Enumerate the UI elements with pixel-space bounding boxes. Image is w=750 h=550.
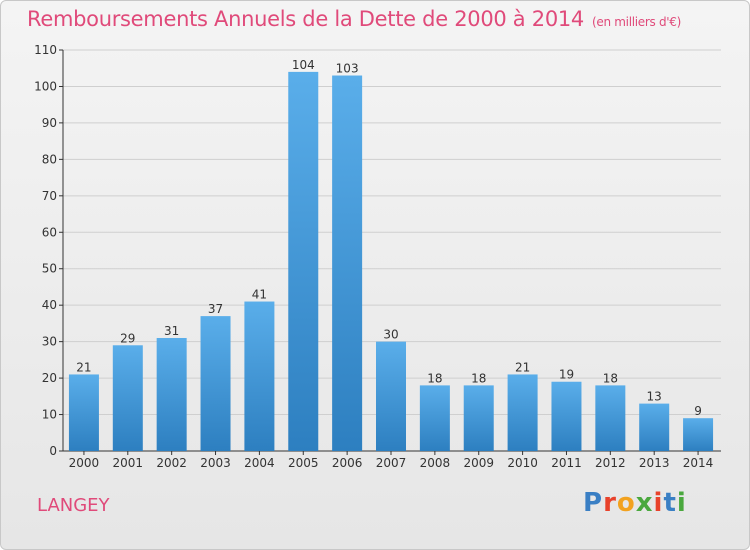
data-label: 103: [336, 62, 359, 76]
data-label: 21: [76, 360, 91, 374]
bar: [639, 403, 670, 451]
data-label: 41: [252, 288, 267, 302]
bar: [463, 385, 494, 451]
bar: [551, 381, 582, 451]
data-label: 18: [427, 371, 442, 385]
proxiti-logo[interactable]: Proxiti: [583, 488, 687, 518]
y-tick-label: 100: [34, 79, 57, 93]
x-tick-label: 2003: [200, 456, 231, 470]
y-tick-label: 80: [42, 152, 57, 166]
y-tick-label: 30: [42, 335, 57, 349]
logo-letter: o: [616, 488, 636, 518]
y-tick-label: 40: [42, 298, 57, 312]
data-label: 31: [164, 324, 179, 338]
chart-title-text: Remboursements Annuels de la Dette de 20…: [27, 7, 584, 31]
y-tick-label: 90: [42, 116, 57, 130]
data-label: 13: [647, 390, 662, 404]
bar: [200, 316, 231, 451]
y-tick-label: 110: [34, 43, 57, 57]
x-tick-label: 2012: [595, 456, 626, 470]
bar: [156, 337, 187, 451]
data-label: 29: [120, 331, 135, 345]
bar: [683, 418, 714, 451]
data-label: 18: [471, 371, 486, 385]
data-label: 30: [383, 328, 398, 342]
x-tick-label: 2007: [376, 456, 407, 470]
bar: [419, 385, 450, 451]
data-label: 21: [515, 360, 530, 374]
bar: [332, 75, 363, 451]
logo-letter: r: [603, 488, 617, 518]
bar: [68, 374, 99, 451]
bar: [376, 341, 406, 451]
commune-name: LANGEY: [37, 495, 110, 516]
chart-subtitle: (en milliers d'€): [592, 15, 682, 29]
x-tick-label: 2009: [463, 456, 494, 470]
data-label: 37: [208, 302, 223, 316]
logo-letter: i: [676, 488, 687, 518]
y-tick-label: 60: [42, 225, 57, 239]
x-tick-label: 2004: [244, 456, 275, 470]
y-tick-label: 10: [42, 408, 57, 422]
x-tick-label: 2002: [156, 456, 187, 470]
data-label: 19: [559, 368, 574, 382]
x-tick-label: 2011: [551, 456, 582, 470]
logo-letter: i: [653, 488, 664, 518]
logo-letter: x: [635, 488, 654, 518]
x-tick-label: 2014: [683, 456, 714, 470]
x-tick-label: 2013: [639, 456, 670, 470]
x-tick-label: 2006: [332, 456, 363, 470]
x-tick-label: 2010: [507, 456, 538, 470]
data-label: 18: [603, 371, 618, 385]
data-label: 9: [694, 404, 702, 418]
bar: [112, 345, 143, 451]
y-tick-label: 70: [42, 189, 57, 203]
logo-letter: P: [583, 488, 604, 518]
bar: [595, 385, 626, 451]
y-tick-label: 50: [42, 262, 57, 276]
x-tick-label: 2000: [69, 456, 100, 470]
y-tick-label: 0: [49, 444, 57, 458]
y-tick-label: 20: [42, 371, 57, 385]
logo-letter: t: [663, 488, 677, 518]
bar: [244, 301, 275, 451]
x-tick-label: 2008: [420, 456, 451, 470]
x-tick-label: 2005: [288, 456, 319, 470]
data-label: 104: [292, 58, 315, 72]
x-tick-label: 2001: [113, 456, 144, 470]
chart-title: Remboursements Annuels de la Dette de 20…: [27, 7, 681, 31]
bar: [507, 374, 538, 451]
bar: [288, 71, 319, 451]
